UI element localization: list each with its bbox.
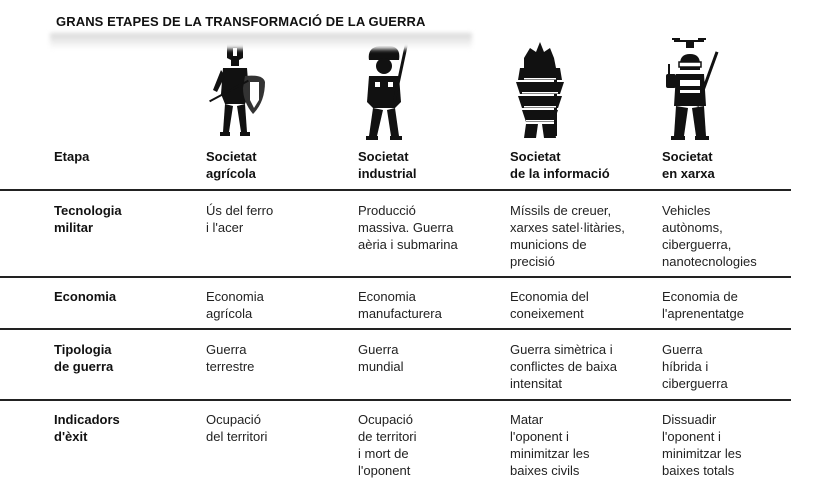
table-cell: Dissuadir l'oponent i minimitzar les bai… (662, 411, 741, 479)
column-header-line: de la informació (510, 166, 610, 181)
column-header-line: en xarxa (662, 166, 715, 181)
cell-line: del territori (206, 429, 268, 444)
table-cell: Economia de l'aprenentatge (662, 288, 744, 322)
column-header-line: Societat (206, 149, 257, 164)
cell-line: coneixement (510, 306, 584, 321)
cell-line: intensitat (510, 376, 563, 391)
cell-line: Guerra (662, 342, 703, 357)
cell-line: minimitzar les (662, 446, 742, 461)
table-cell: Míssils de creuer, xarxes satel·litàries… (510, 202, 625, 270)
cell-line: Producció (358, 203, 416, 218)
row-label-military-technology: Tecnologia militar (54, 202, 122, 236)
cell-line: conflictes de baixa (510, 359, 617, 374)
row-label-line: de guerra (54, 359, 114, 374)
cell-line: i mort de (358, 446, 409, 461)
row-label-line: Indicadors (54, 412, 120, 427)
cell-line: Guerra (358, 342, 399, 357)
row-label-economy: Economia (54, 288, 116, 305)
cell-line: mundial (358, 359, 404, 374)
cell-line: Ocupació (206, 412, 261, 427)
table-cell: Ús del ferro i l'acer (206, 202, 273, 236)
row-label-line: Tecnologia (54, 203, 122, 218)
cell-line: manufacturera (358, 306, 442, 321)
column-header-agricultural: Societat agrícola (206, 148, 257, 182)
table-cell: Guerra simètrica i conflictes de baixa i… (510, 341, 617, 392)
cell-line: aèria i submarina (358, 237, 458, 252)
column-header-line: agrícola (206, 166, 256, 181)
cell-line: de territori (358, 429, 417, 444)
table-cell: Ocupació de territori i mort de l'oponen… (358, 411, 417, 479)
table-cell: Ocupació del territori (206, 411, 267, 445)
table-cell: Guerra híbrida i ciberguerra (662, 341, 728, 392)
cell-line: baixes totals (662, 463, 735, 478)
row-label-war-typology: Tipologia de guerra (54, 341, 113, 375)
row-divider (0, 276, 791, 278)
cell-line: l'aprenentatge (662, 306, 744, 321)
table-cell: Matar l'oponent i minimitzar les baixes … (510, 411, 589, 479)
cell-line: terrestre (206, 359, 255, 374)
cell-line: l'oponent i (662, 429, 721, 444)
row-label-line: Economia (54, 289, 117, 304)
title-shadow-bar (50, 33, 472, 49)
column-header-line: Societat (510, 149, 561, 164)
cell-line: Economia de (662, 289, 738, 304)
cell-line: Ocupació (358, 412, 413, 427)
cell-line: Matar (510, 412, 544, 427)
cell-line: Ús del ferro (206, 203, 274, 218)
table-cell: Vehicles autònoms, ciberguerra, nanotecn… (662, 202, 757, 270)
cell-line: municions de (510, 237, 587, 252)
cell-line: Economia del (510, 289, 589, 304)
table-cell: Producció massiva. Guerra aèria i submar… (358, 202, 458, 253)
warrior-shield-icon (205, 38, 265, 146)
cell-line: baixes civils (510, 463, 580, 478)
column-header-industrial: Societat industrial (358, 148, 417, 182)
cell-line: híbrida i (662, 359, 709, 374)
table-cell: Economia manufacturera (358, 288, 442, 322)
row-divider (0, 328, 791, 330)
cell-line: minimitzar les (510, 446, 590, 461)
page-title: GRANS ETAPES DE LA TRANSFORMACIÓ DE LA G… (56, 14, 426, 29)
cell-line: autònoms, (662, 220, 723, 235)
cell-line: Míssils de creuer, (510, 203, 612, 218)
table-cell: Economia del coneixement (510, 288, 589, 322)
cell-line: ciberguerra (662, 376, 728, 391)
cell-line: agrícola (206, 306, 253, 321)
cell-line: xarxes satel·litàries, (510, 220, 625, 235)
cell-line: precisió (510, 254, 555, 269)
ghillie-sniper-icon (510, 38, 570, 146)
table-cell: Guerra terrestre (206, 341, 254, 375)
row-label-line: d'èxit (54, 429, 88, 444)
row-divider (0, 399, 791, 401)
cell-line: l'oponent (358, 463, 411, 478)
table-cell: Economia agrícola (206, 288, 264, 322)
row-label-success-indicators: Indicadors d'èxit (54, 411, 120, 445)
cell-line: Guerra (206, 342, 247, 357)
cell-line: l'oponent i (510, 429, 569, 444)
row-divider (0, 189, 791, 191)
cell-line: ciberguerra, (662, 237, 732, 252)
column-header-network: Societat en xarxa (662, 148, 715, 182)
cell-line: Dissuadir (662, 412, 717, 427)
cell-line: nanotecnologies (662, 254, 757, 269)
cell-line: Vehicles (662, 203, 711, 218)
stage-header-label: Etapa (54, 149, 90, 164)
column-header-information: Societat de la informació (510, 148, 610, 182)
table-cell: Guerra mundial (358, 341, 404, 375)
column-header-line: Societat (662, 149, 713, 164)
drone-operator-icon (660, 38, 720, 146)
column-header-line: industrial (358, 166, 417, 181)
soldier-rifle-icon (355, 38, 415, 146)
cell-line: i l'acer (206, 220, 244, 235)
column-header-line: Societat (358, 149, 409, 164)
cell-line: massiva. Guerra (358, 220, 454, 235)
row-label-line: militar (54, 220, 94, 235)
title-block: GRANS ETAPES DE LA TRANSFORMACIÓ DE LA G… (50, 14, 472, 49)
cell-line: Guerra simètrica i (510, 342, 613, 357)
row-label-line: Tipologia (54, 342, 112, 357)
cell-line: Economia (358, 289, 416, 304)
cell-line: Economia (206, 289, 264, 304)
